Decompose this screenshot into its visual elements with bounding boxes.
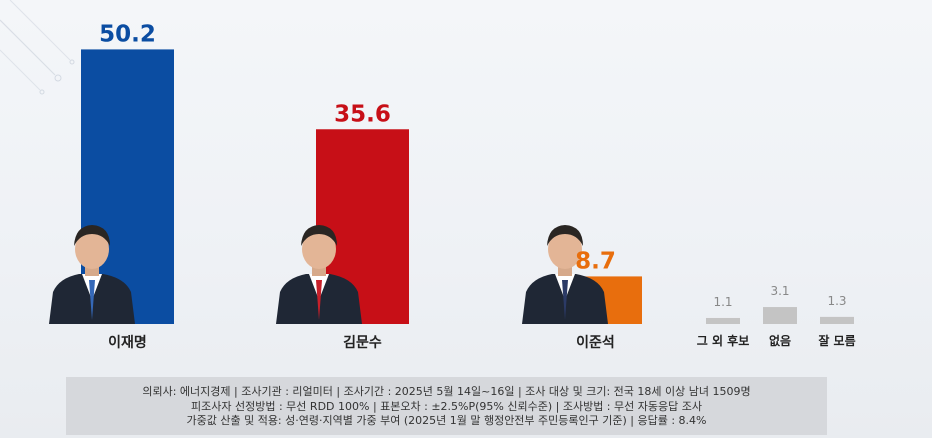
bar-4	[763, 307, 797, 324]
candidate-photo-kim-moon-soo	[276, 225, 362, 324]
survey-info-line-2: 피조사자 선정방법 : 무선 RDD 100% | 표본오차 : ±2.5%P(…	[191, 399, 702, 413]
survey-info-box: 의뢰사: 에너지경제 | 조사기관 : 리얼미터 | 조사기간 : 2025년 …	[66, 377, 827, 435]
category-label-1: 김문수	[343, 334, 382, 351]
value-label-1: 35.6	[334, 101, 391, 127]
bar-3	[706, 317, 740, 324]
category-label-5: 잘 모름	[818, 333, 855, 348]
bar-5	[820, 316, 854, 324]
candidate-photo-lee-jun-seok	[522, 225, 608, 324]
value-label-0: 50.2	[99, 21, 156, 47]
value-label-5: 1.3	[827, 294, 846, 308]
category-label-4: 없음	[769, 333, 791, 348]
category-label-2: 이준석	[576, 334, 615, 351]
category-label-0: 이재명	[108, 334, 147, 351]
poll-bar-chart: 50.2 이재명 35.6 김문수 8.7 이준석 1.1 그 외 후보 3.1 없음 1.3 잘 모…	[49, 21, 856, 351]
value-label-3: 1.1	[713, 295, 732, 309]
category-label-3: 그 외 후보	[697, 333, 750, 348]
value-label-2: 8.7	[575, 248, 616, 274]
background-decoration	[0, 0, 75, 95]
survey-info-line-1: 의뢰사: 에너지경제 | 조사기관 : 리얼미터 | 조사기간 : 2025년 …	[142, 385, 751, 398]
survey-info-line-3: 가중값 산출 및 적용: 성·연령·지역별 가중 부여 (2025년 1월 말 …	[186, 414, 707, 427]
value-label-4: 3.1	[770, 284, 789, 298]
candidate-photo-lee-jae-myung	[49, 225, 135, 324]
